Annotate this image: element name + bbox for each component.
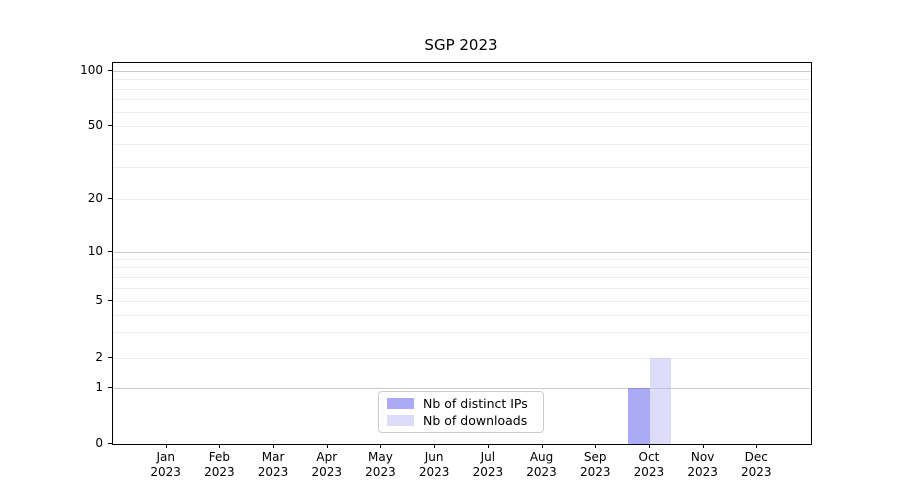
legend-swatch-icon bbox=[387, 415, 414, 426]
bar-nb-of-distinct-ips bbox=[628, 387, 650, 444]
x-tick-label: Mar 2023 bbox=[257, 450, 289, 479]
gridline-minor bbox=[113, 199, 811, 200]
y-tick-label: 1 bbox=[95, 379, 103, 394]
x-tick-mark bbox=[273, 444, 275, 448]
y-tick-label: 5 bbox=[95, 293, 103, 307]
legend-label: Nb of downloads bbox=[423, 413, 528, 428]
chart-title: SGP 2023 bbox=[424, 36, 498, 54]
x-tick-mark bbox=[434, 444, 436, 448]
x-tick-label: Aug 2023 bbox=[526, 450, 557, 479]
x-tick-label: Apr 2023 bbox=[311, 450, 343, 479]
x-tick-mark bbox=[487, 444, 489, 448]
y-tick-mark bbox=[108, 198, 112, 199]
gridline-minor bbox=[113, 99, 811, 101]
y-tick-label: 20 bbox=[87, 191, 103, 205]
x-tick-mark bbox=[219, 444, 221, 448]
gridline-minor bbox=[113, 111, 811, 113]
legend-item: Nb of downloads bbox=[387, 412, 535, 429]
x-tick-label: Sep 2023 bbox=[579, 450, 611, 479]
gridline-minor bbox=[113, 166, 811, 168]
gridline-minor bbox=[113, 332, 811, 334]
gridline-major bbox=[113, 387, 811, 389]
x-tick-label: Feb 2023 bbox=[204, 450, 235, 479]
x-tick-mark bbox=[326, 444, 328, 448]
y-tick-mark bbox=[108, 386, 112, 388]
legend-item: Nb of distinct IPs bbox=[387, 395, 535, 412]
x-tick-mark bbox=[165, 444, 167, 448]
gridline-minor bbox=[113, 79, 811, 81]
legend-label: Nb of distinct IPs bbox=[423, 396, 528, 411]
x-tick-label: May 2023 bbox=[365, 450, 396, 479]
x-tick-mark bbox=[756, 444, 758, 448]
bar-nb-of-downloads bbox=[649, 357, 672, 444]
y-tick-label: 0 bbox=[95, 436, 103, 450]
y-tick-mark bbox=[108, 250, 112, 252]
x-tick-mark bbox=[595, 444, 597, 448]
gridline-major bbox=[113, 71, 811, 72]
gridline-minor bbox=[113, 287, 811, 289]
y-tick-label: 2 bbox=[95, 349, 103, 364]
plot-area: Nb of distinct IPs Nb of downloads bbox=[112, 62, 812, 445]
gridline-minor bbox=[113, 314, 811, 316]
x-tick-label: Jan 2023 bbox=[150, 450, 181, 479]
gridline-major bbox=[113, 251, 811, 253]
x-tick-mark bbox=[702, 444, 704, 448]
gridline-minor bbox=[113, 126, 811, 127]
y-tick-label: 50 bbox=[87, 118, 103, 132]
gridline-minor bbox=[113, 267, 811, 269]
gridline-minor bbox=[113, 301, 811, 302]
gridline-minor bbox=[113, 276, 811, 278]
x-tick-label: Jul 2023 bbox=[472, 450, 504, 479]
y-tick-mark bbox=[108, 125, 112, 126]
gridline-minor bbox=[113, 259, 811, 261]
x-tick-mark bbox=[648, 444, 650, 448]
x-tick-mark bbox=[541, 444, 543, 448]
y-tick-mark bbox=[108, 70, 112, 71]
gridline-minor bbox=[113, 88, 811, 90]
y-tick-label: 10 bbox=[87, 243, 103, 258]
y-tick-mark bbox=[108, 300, 112, 301]
x-tick-mark bbox=[380, 444, 382, 448]
x-tick-label: Jun 2023 bbox=[418, 450, 450, 479]
legend-swatch-icon bbox=[387, 398, 414, 409]
legend: Nb of distinct IPs Nb of downloads bbox=[378, 391, 544, 433]
x-tick-label: Dec 2023 bbox=[741, 450, 772, 479]
gridline-minor bbox=[113, 357, 811, 359]
y-tick-mark bbox=[108, 443, 112, 444]
y-tick-label: 100 bbox=[80, 63, 103, 77]
x-tick-label: Nov 2023 bbox=[687, 450, 718, 479]
y-tick-mark bbox=[108, 356, 112, 358]
x-tick-label: Oct 2023 bbox=[633, 450, 665, 479]
gridline-minor bbox=[113, 143, 811, 145]
